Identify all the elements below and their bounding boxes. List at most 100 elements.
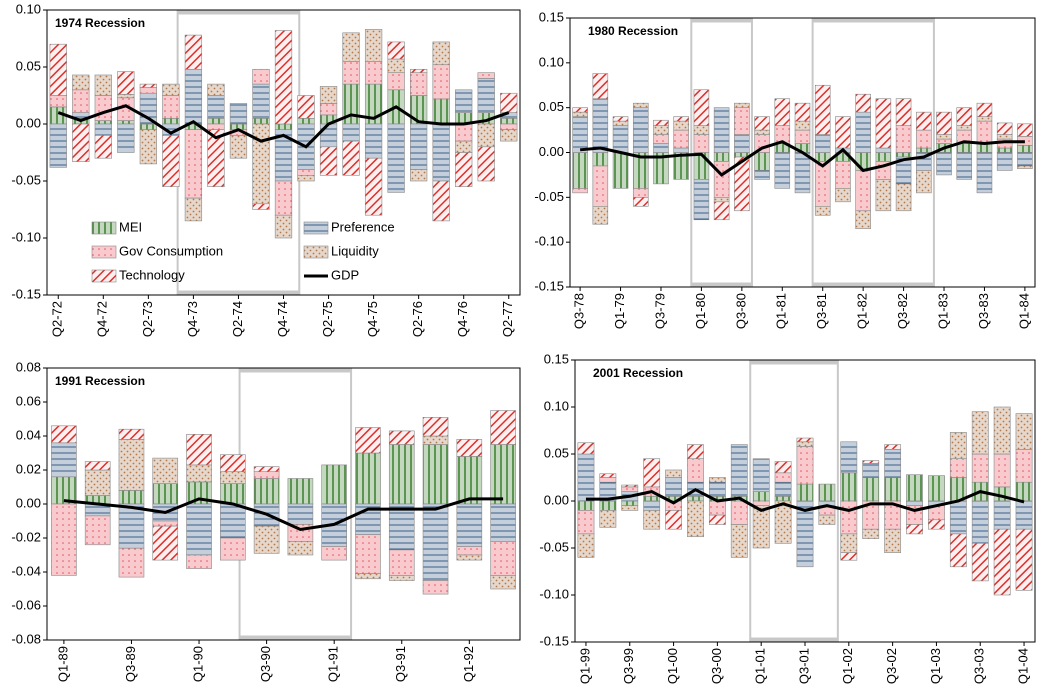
bar-segment [388, 503, 415, 551]
x-tick-label: Q1-92 [461, 646, 476, 682]
panel-title: 1980 Recession [588, 24, 678, 38]
x-tick-label: Q1-03 [928, 648, 943, 684]
legend-label: Gov Consumption [119, 243, 223, 258]
bar-segment [875, 179, 892, 212]
bar-segment [422, 416, 449, 437]
bar-segment [321, 546, 347, 561]
bar-segment [118, 490, 145, 505]
x-tick-label: Q4-75 [365, 301, 380, 337]
legend-swatch [303, 245, 329, 259]
x-tick-label: Q1-00 [665, 648, 680, 684]
bar-segment [875, 147, 892, 153]
bar-segment [774, 98, 791, 126]
bar-segment [118, 503, 145, 549]
bar-segment [207, 83, 225, 96]
bar-segment [94, 135, 112, 159]
legend-label: MEI [119, 219, 142, 234]
bar-segment [432, 64, 450, 100]
bar-segment [862, 528, 880, 539]
gdp-line [579, 140, 1025, 177]
gdp-line [585, 488, 1025, 513]
bar-segment [673, 120, 689, 131]
bar-segment [906, 524, 923, 535]
x-tick-label: Q3-83 [976, 293, 991, 329]
bar-segment [274, 214, 293, 239]
bar-segment [572, 107, 588, 113]
legend-swatch [91, 221, 117, 235]
y-tick-label: 0.15 [539, 9, 564, 24]
bar-segment [794, 152, 811, 194]
bar-segment [993, 528, 1011, 596]
bar-segment [840, 533, 858, 554]
bar-segment [592, 98, 609, 153]
x-tick-label: Q1-82 [855, 293, 870, 329]
bar-segment [916, 129, 932, 149]
bar-segment [855, 93, 871, 113]
bar-segment [297, 175, 315, 182]
bar-segment [840, 500, 858, 535]
bar-segment [456, 554, 483, 561]
bar-segment [895, 152, 912, 158]
bar-segment [184, 34, 203, 70]
bar-segment [708, 477, 726, 483]
bar-segment [693, 179, 710, 221]
y-tick-label: -0.06 [11, 597, 41, 612]
bar-segment [996, 134, 1013, 140]
bar-segment [592, 73, 609, 99]
bar-segment [319, 86, 338, 104]
bar-segment [713, 197, 730, 203]
x-tick-label: Q3-01 [796, 648, 811, 684]
y-tick-label: 0.02 [16, 461, 41, 476]
bar-segment [94, 74, 112, 96]
bar-segment [592, 206, 609, 225]
x-tick-label: Q1-84 [1016, 293, 1031, 329]
bar-segment [274, 123, 293, 130]
legend-label: Preference [331, 219, 395, 234]
bar-segment [818, 514, 836, 525]
bar-segment [1017, 165, 1033, 169]
y-tick-label: -0.15 [539, 633, 569, 648]
y-tick-label: -0.04 [11, 563, 41, 578]
x-tick-label: Q1-90 [190, 646, 205, 682]
bar-segment [916, 147, 932, 153]
x-tick-label: Q1-83 [935, 293, 950, 329]
bar-segment [855, 170, 871, 212]
x-tick-label: Q2-74 [230, 301, 245, 337]
y-tick-label: -0.05 [539, 539, 569, 554]
bar-segment [693, 89, 710, 126]
bar-segment [734, 134, 750, 153]
bar-segment [796, 483, 814, 502]
x-tick-label: Q1-81 [774, 293, 789, 329]
bar-segment [572, 116, 588, 153]
bar-segment [51, 476, 77, 505]
bar-segment [139, 123, 157, 130]
bar-segment [734, 156, 750, 212]
bar-segment [673, 129, 689, 149]
bar-segment [456, 456, 483, 505]
bar-segment [794, 120, 811, 131]
y-tick-label: 0.06 [16, 393, 41, 408]
bar-segment [387, 58, 405, 74]
bar-segment [875, 152, 892, 162]
bar-segment [687, 458, 704, 483]
bar-segment [500, 129, 518, 142]
bar-segment [342, 32, 360, 62]
bar-segment [693, 134, 710, 153]
bar-segment [956, 125, 973, 131]
x-tick-label: Q3-80 [733, 293, 748, 329]
bar-segment [319, 103, 338, 116]
y-tick-label: 0.10 [544, 398, 569, 413]
bar-segment [814, 206, 831, 216]
bar-segment [730, 524, 748, 558]
bar-segment [862, 460, 880, 464]
bar-segment [855, 111, 871, 153]
bar-segment [1015, 448, 1033, 483]
bar-segment [51, 425, 77, 444]
bar-segment [422, 503, 449, 581]
y-tick-label: 0.15 [544, 351, 569, 366]
bar-segment [752, 491, 770, 502]
bar-segment [814, 161, 831, 207]
bar-segment [252, 68, 270, 85]
bar-segment [455, 123, 473, 142]
bar-segment [72, 123, 90, 162]
